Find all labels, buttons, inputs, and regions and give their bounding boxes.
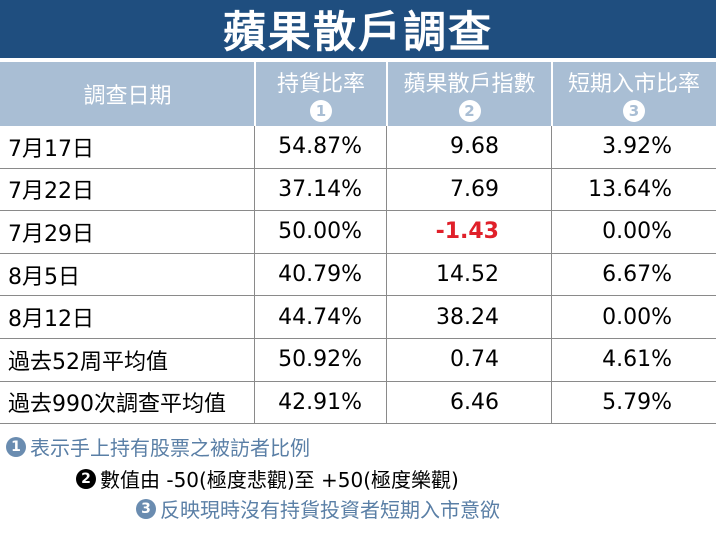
header-divider	[386, 62, 388, 126]
negative-index-value: -1.43	[435, 219, 499, 245]
footnote-text: 反映現時沒有持貨投資者短期入市意欲	[160, 498, 500, 522]
header-entry-ratio: 短期入市比率 3	[551, 62, 716, 126]
index-cell: 7.69	[387, 168, 552, 211]
header-index-number: 2	[458, 100, 481, 122]
footnote-number: 3	[136, 498, 156, 519]
footnote-number: 1	[6, 436, 26, 457]
date-cell: 過去52周平均值	[0, 338, 255, 381]
date-cell: 過去990次調查平均值	[0, 381, 255, 424]
header-holding-label: 持貨比率	[276, 72, 365, 97]
table-row: 7月22日 37.14% 7.69 13.64%	[0, 168, 716, 212]
holding-cell: 37.14%	[255, 168, 387, 211]
date-cell: 7月29日	[0, 211, 255, 253]
table-row: 7月17日 54.87% 9.68 3.92%	[0, 126, 716, 169]
index-cell: 6.46	[387, 381, 552, 424]
table-row: 8月5日 40.79% 14.52 6.67%	[0, 253, 716, 297]
table-row: 8月12日 44.74% 38.24 0.00%	[0, 296, 716, 339]
date-cell: 8月5日	[0, 253, 255, 296]
header-divider	[254, 62, 256, 126]
page-title: 蘋果散戶調查	[223, 8, 493, 58]
footnote: 1 表示手上持有股票之被訪者比例	[6, 432, 310, 461]
holding-cell: 54.87%	[255, 126, 387, 168]
header-entry-number: 3	[623, 100, 645, 122]
index-cell: 0.74	[387, 338, 552, 381]
table-row: 過去52周平均值 50.92% 0.74 4.61%	[0, 338, 716, 382]
header-holding-number: 1	[310, 100, 332, 122]
entry-cell: 3.92%	[602, 134, 672, 160]
index-cell: -1.43	[387, 211, 552, 253]
date-cell: 8月12日	[0, 296, 255, 338]
entry-cell: 5.79%	[602, 389, 672, 415]
footnote-number: 2	[76, 468, 96, 489]
entry-cell: 6.67%	[602, 262, 672, 288]
footnote-text: 表示手上持有股票之被訪者比例	[30, 436, 310, 460]
entry-cell: 0.00%	[602, 304, 672, 330]
footnotes: 1 表示手上持有股票之被訪者比例 2 數值由 -50(極度悲觀)至 +50(極度…	[0, 428, 716, 533]
footnote-text: 數值由 -50(極度悲觀)至 +50(極度樂觀)	[100, 468, 459, 492]
table-row: 過去990次調查平均值 42.91% 6.46 5.79%	[0, 381, 716, 425]
entry-cell: 0.00%	[602, 219, 672, 245]
header-holding-ratio: 持貨比率 1	[254, 62, 387, 126]
header-entry-label: 短期入市比率	[567, 72, 700, 97]
index-cell: 14.52	[387, 253, 552, 296]
index-cell: 9.68	[387, 126, 552, 168]
table-header: 調查日期 持貨比率 1 蘋果散戶指數 2 短期入市比率 3	[0, 62, 716, 126]
table-row: 7月29日 50.00% -1.43 0.00%	[0, 211, 716, 254]
date-cell: 7月17日	[0, 126, 255, 168]
entry-cell: 4.61%	[602, 347, 672, 373]
holding-cell: 50.92%	[255, 338, 387, 381]
header-index-label: 蘋果散戶指數	[403, 72, 536, 97]
holding-cell: 44.74%	[255, 296, 387, 338]
holding-cell: 40.79%	[255, 253, 387, 296]
footnote: 2 數值由 -50(極度悲觀)至 +50(極度樂觀)	[76, 464, 459, 493]
title-bar: 蘋果散戶調查	[0, 0, 716, 58]
header-date: 調查日期	[0, 62, 255, 126]
holding-cell: 50.00%	[255, 211, 387, 253]
footnote: 3 反映現時沒有持貨投資者短期入市意欲	[136, 494, 500, 523]
table-body: 7月17日 54.87% 9.68 3.92% 7月22日 37.14% 7.6…	[0, 126, 716, 425]
header-index: 蘋果散戶指數 2	[386, 62, 552, 126]
date-cell: 7月22日	[0, 168, 255, 211]
header-divider	[551, 62, 553, 126]
header-date-label: 調查日期	[83, 84, 172, 109]
index-cell: 38.24	[387, 296, 552, 338]
holding-cell: 42.91%	[255, 381, 387, 424]
entry-cell: 13.64%	[588, 176, 672, 202]
